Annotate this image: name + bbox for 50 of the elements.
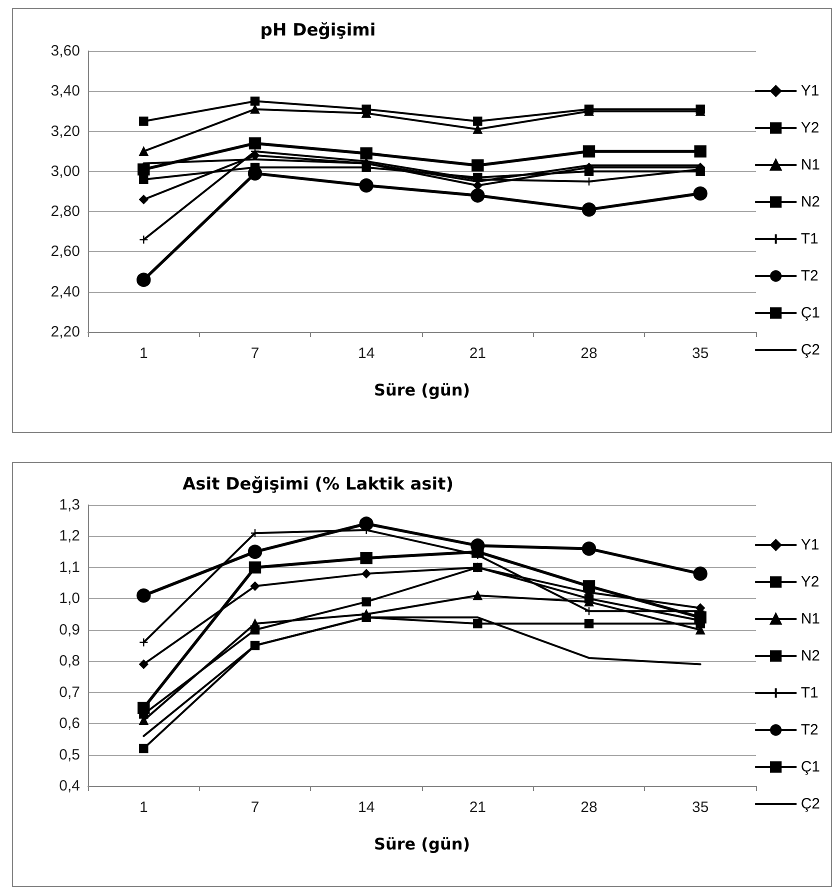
y-tick-label: 0,5	[59, 746, 80, 764]
x-tick-label: 21	[469, 799, 486, 816]
legend-label: Ç2	[800, 342, 820, 358]
y-tick-label: 0,7	[59, 684, 80, 701]
y-tick-label: 1,2	[59, 528, 80, 545]
x-tick-label: 21	[469, 345, 486, 362]
y-tick-label: 0,9	[59, 621, 80, 638]
y-tick-label: 0,8	[59, 652, 80, 670]
x-tick-label: 14	[358, 345, 375, 362]
legend-label: T2	[800, 268, 818, 284]
x-axis-title: Süre (gün)	[374, 380, 470, 400]
legend-label: N1	[800, 610, 820, 628]
y-tick-label: 2,80	[50, 203, 80, 220]
y-tick-label: 3,40	[50, 82, 80, 100]
legend-label: Ç2	[800, 796, 820, 812]
y-tick-label: 3,00	[50, 162, 80, 180]
y-tick-label: 1,3	[59, 496, 80, 514]
legend-label: N1	[800, 156, 820, 174]
legend-label: Ç1	[800, 758, 820, 776]
y-tick-label: 0,4	[59, 778, 80, 794]
legend-label: N2	[800, 648, 820, 664]
legend-label: Y1	[800, 536, 820, 554]
y-tick-label: 2,40	[50, 283, 80, 300]
x-tick-label: 35	[692, 345, 709, 362]
legend-label: Ç1	[800, 304, 820, 322]
x-tick-label: 28	[580, 799, 598, 816]
x-tick-label: 28	[580, 345, 598, 362]
y-tick-label: 1,0	[59, 590, 80, 608]
legend-label: N2	[800, 194, 820, 210]
y-tick-label: 3,60	[50, 42, 80, 60]
legend-label: Y1	[800, 82, 820, 100]
legend-label: T1	[800, 230, 818, 248]
x-tick-label: 7	[250, 799, 260, 816]
legend-label: T2	[800, 722, 818, 738]
y-tick-label: 3,20	[50, 122, 80, 140]
y-tick-label: 2,60	[50, 243, 80, 260]
y-tick-label: 2,20	[50, 324, 80, 340]
legend-label: T1	[800, 684, 818, 702]
x-tick-label: 7	[250, 345, 260, 362]
x-tick-label: 14	[358, 799, 375, 816]
x-axis-title: Süre (gün)	[374, 834, 470, 854]
y-tick-label: 0,6	[59, 715, 80, 732]
legend-label: Y2	[800, 574, 820, 590]
chart-title: pH Değişimi	[260, 20, 376, 40]
y-tick-label: 1,1	[59, 558, 80, 576]
x-tick-label: 1	[139, 799, 148, 816]
chart-title: Asit Değişimi (% Laktik asit)	[182, 474, 454, 494]
x-tick-label: 1	[139, 345, 148, 362]
x-tick-label: 35	[692, 799, 709, 816]
legend-label: Y2	[800, 120, 820, 136]
